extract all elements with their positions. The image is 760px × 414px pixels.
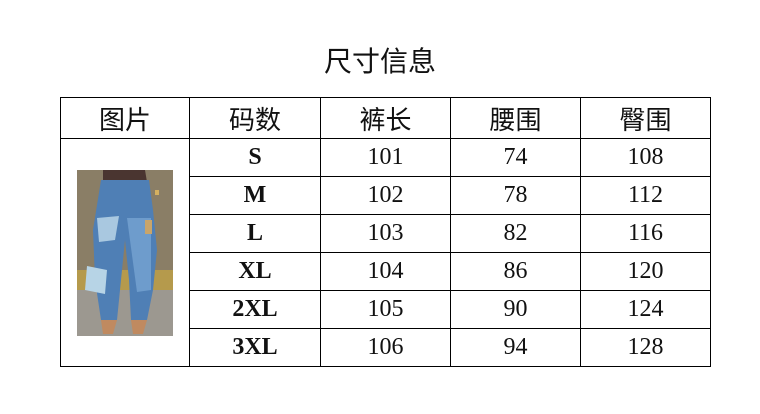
header-hip: 臀围 — [580, 97, 711, 139]
waist-cell: 74 — [450, 138, 581, 177]
table-row: 2XL 105 90 124 — [61, 290, 711, 329]
table-header-row: 图片 码数 裤长 腰围 臀围 — [60, 97, 711, 139]
hip-cell: 112 — [580, 176, 711, 215]
product-image — [77, 169, 173, 336]
waist-cell: 94 — [450, 328, 581, 367]
hip-cell: 108 — [580, 138, 711, 177]
header-image: 图片 — [60, 97, 190, 139]
size-cell: S — [189, 138, 321, 177]
size-cell: 2XL — [189, 290, 321, 329]
table-row: 3XL 106 94 128 — [61, 328, 711, 367]
length-cell: 106 — [320, 328, 451, 367]
page-title: 尺寸信息 — [323, 45, 436, 78]
length-cell: 101 — [320, 138, 451, 177]
table-row: M 102 78 112 — [61, 176, 711, 215]
length-cell: 105 — [320, 290, 451, 329]
header-length: 裤长 — [320, 97, 451, 139]
length-cell: 102 — [320, 176, 451, 215]
header-size: 码数 — [189, 97, 321, 139]
size-cell: 3XL — [189, 328, 321, 367]
waist-cell: 82 — [450, 214, 581, 253]
size-chart-table: 图片 码数 裤长 腰围 臀围 — [60, 97, 711, 367]
hip-cell: 124 — [580, 290, 711, 329]
size-cell: M — [189, 176, 321, 215]
waist-cell: 86 — [450, 252, 581, 291]
waist-cell: 78 — [450, 176, 581, 215]
hip-cell: 120 — [580, 252, 711, 291]
table-row: S 101 74 108 — [60, 138, 711, 367]
length-cell: 104 — [320, 252, 451, 291]
length-cell: 103 — [320, 214, 451, 253]
hip-cell: 116 — [580, 214, 711, 253]
product-image-cell — [60, 138, 190, 367]
size-cell: L — [189, 214, 321, 253]
hip-cell: 128 — [580, 328, 711, 367]
size-cell: XL — [189, 252, 321, 291]
waist-cell: 90 — [450, 290, 581, 329]
header-waist: 腰围 — [450, 97, 581, 139]
